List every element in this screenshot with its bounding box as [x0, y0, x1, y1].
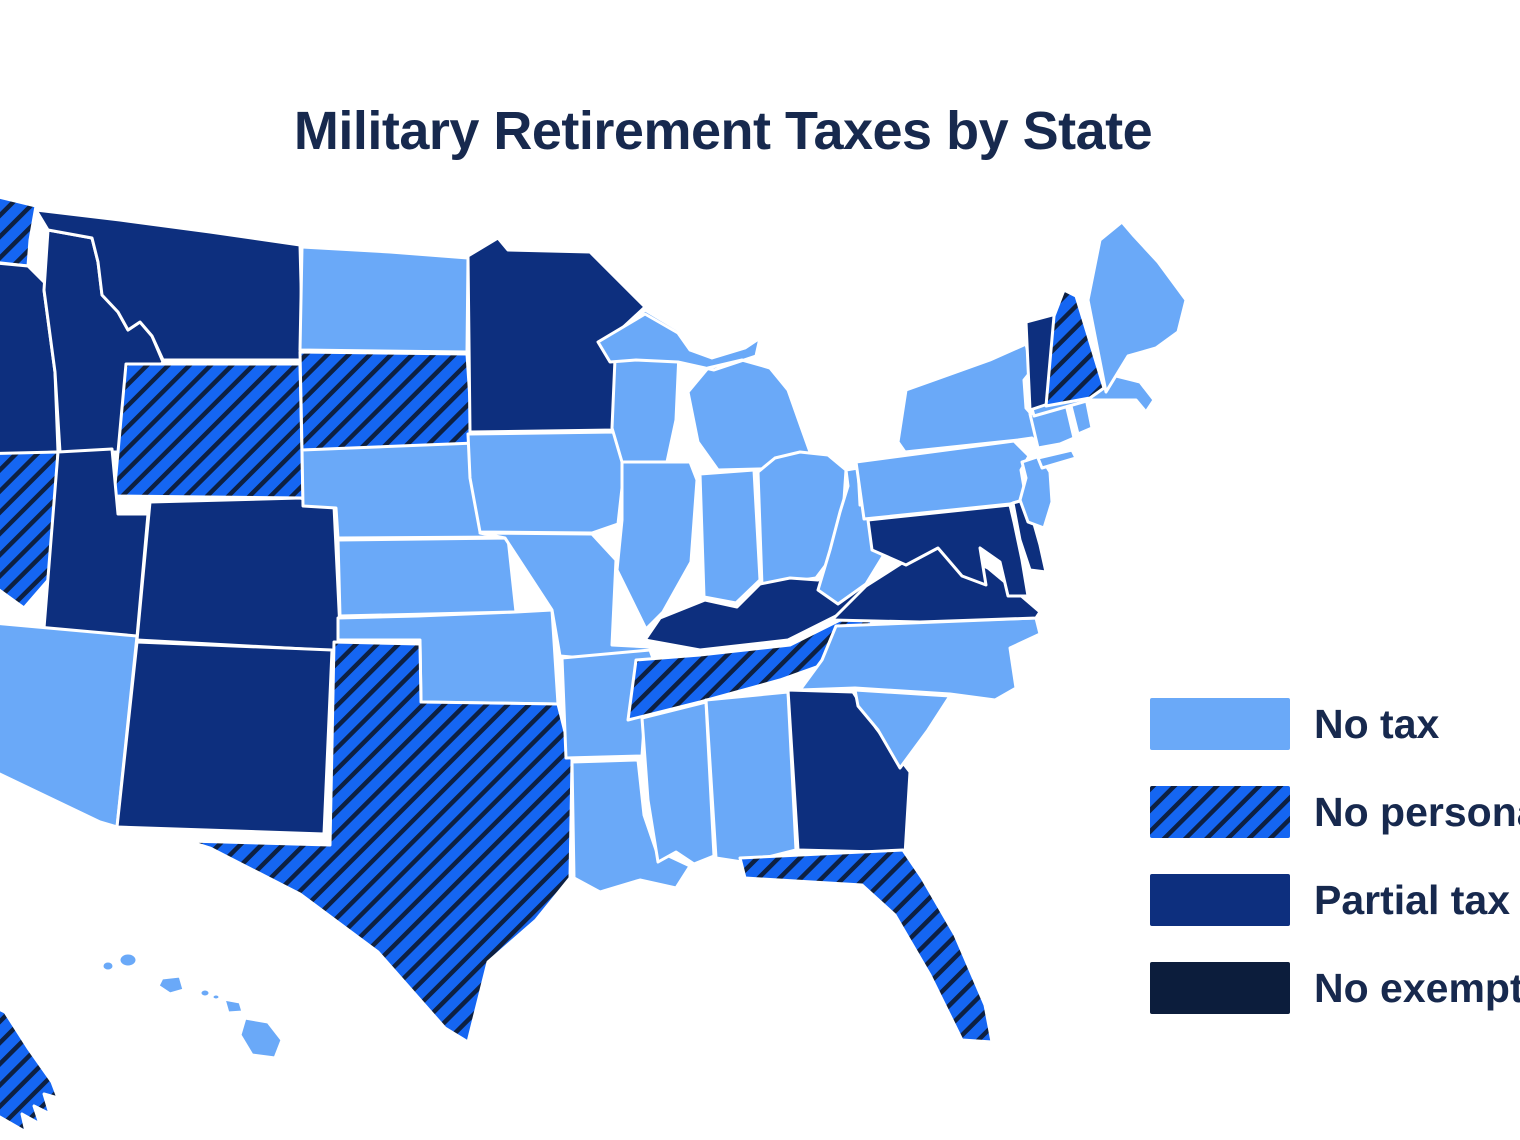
state-north-dakota	[298, 245, 470, 354]
state-shapes	[0, 195, 1188, 1134]
state-wyoming	[112, 362, 305, 500]
state-texas	[186, 640, 574, 1044]
legend-label-partial-tax: Partial tax	[1314, 876, 1510, 923]
state-illinois	[615, 460, 699, 631]
state-alabama	[704, 690, 798, 864]
legend-item-partial-tax: Partial tax	[1150, 874, 1520, 926]
legend-swatch-no-personal-income-tax	[1150, 786, 1290, 838]
legend-label-no-tax: No tax	[1314, 700, 1440, 747]
state-florida	[738, 848, 994, 1044]
state-colorado	[135, 496, 343, 653]
legend-swatch-partial-tax	[1150, 874, 1290, 926]
state-kansas	[336, 536, 518, 618]
legend-item-no-tax: No tax	[1150, 698, 1520, 750]
state-indiana	[698, 468, 762, 605]
state-new-mexico	[115, 640, 334, 836]
state-montana	[34, 208, 305, 362]
state-north-carolina	[798, 616, 1042, 702]
state-hawaii	[100, 951, 284, 1060]
state-south-dakota	[298, 350, 480, 452]
state-michigan	[596, 312, 812, 472]
legend: No tax No personal income tax Partial ta…	[1150, 698, 1520, 1014]
legend-swatch-no-exemption	[1150, 962, 1290, 1014]
legend-item-no-personal-income-tax: No personal income tax	[1150, 786, 1520, 838]
legend-label-no-exemption: No exemption	[1314, 964, 1520, 1011]
state-maryland	[866, 503, 1030, 598]
state-iowa	[466, 430, 628, 535]
legend-swatch-no-tax	[1150, 698, 1290, 750]
legend-item-no-exemption: No exemption	[1150, 962, 1520, 1014]
state-nevada	[0, 450, 60, 610]
state-maine	[1086, 220, 1188, 394]
page-title: Military Retirement Taxes by State	[293, 101, 1153, 162]
state-virginia	[830, 538, 1042, 624]
state-washington	[0, 195, 38, 268]
state-minnesota	[466, 236, 647, 434]
state-south-carolina	[853, 688, 952, 770]
state-arizona	[0, 622, 139, 829]
state-alaska	[0, 1007, 60, 1134]
legend-label-no-personal-income-tax: No personal income tax	[1314, 788, 1520, 835]
